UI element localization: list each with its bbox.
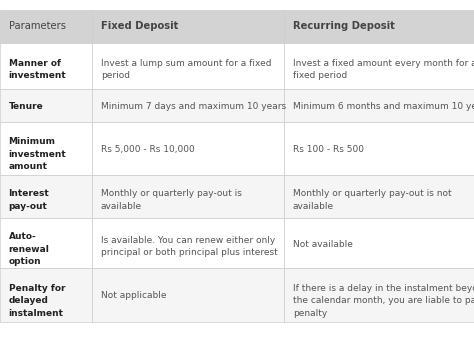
Bar — [92, 122, 284, 175]
Text: Interest
pay-out: Interest pay-out — [9, 189, 49, 211]
Bar — [0, 89, 92, 122]
Bar — [92, 89, 284, 122]
Bar — [92, 218, 284, 268]
Bar — [284, 89, 474, 122]
Bar — [92, 268, 284, 322]
Text: Rs 5,000 - Rs 10,000: Rs 5,000 - Rs 10,000 — [101, 145, 195, 154]
Text: Fixed Deposit: Fixed Deposit — [101, 21, 178, 31]
Bar — [92, 175, 284, 218]
Bar — [284, 122, 474, 175]
Text: Minimum
investment
amount: Minimum investment amount — [9, 137, 66, 171]
Text: Minimum 7 days and maximum 10 years: Minimum 7 days and maximum 10 years — [101, 102, 286, 111]
Bar — [0, 122, 92, 175]
Text: Is available. You can renew either only
principal or both principal plus interes: Is available. You can renew either only … — [101, 236, 278, 257]
Bar — [0, 268, 92, 322]
Text: Minimum 6 months and maximum 10 years: Minimum 6 months and maximum 10 years — [293, 102, 474, 111]
Text: Monthly or quarterly pay-out is not
available: Monthly or quarterly pay-out is not avai… — [293, 189, 452, 211]
Text: Recurring Deposit: Recurring Deposit — [293, 21, 395, 31]
Bar — [0, 43, 92, 89]
Bar — [284, 175, 474, 218]
Bar — [92, 10, 284, 43]
Text: Not available: Not available — [293, 239, 353, 249]
Text: Penalty for
delayed
instalment: Penalty for delayed instalment — [9, 283, 65, 318]
Text: Tenure: Tenure — [9, 102, 43, 111]
Text: If there is a delay in the instalment beyond
the calendar month, you are liable : If there is a delay in the instalment be… — [293, 283, 474, 318]
Text: Auto-
renewal
option: Auto- renewal option — [9, 232, 49, 266]
Bar — [92, 43, 284, 89]
Text: Rs 100 - Rs 500: Rs 100 - Rs 500 — [293, 145, 364, 154]
Text: Invest a lump sum amount for a fixed
period: Invest a lump sum amount for a fixed per… — [101, 58, 272, 80]
Bar — [284, 43, 474, 89]
Text: Invest a fixed amount every month for a
fixed period: Invest a fixed amount every month for a … — [293, 58, 474, 80]
Bar — [284, 218, 474, 268]
Text: Manner of
investment: Manner of investment — [9, 58, 66, 80]
Text: Monthly or quarterly pay-out is
available: Monthly or quarterly pay-out is availabl… — [101, 189, 242, 211]
Bar — [0, 218, 92, 268]
Bar — [0, 10, 92, 43]
Text: Parameters: Parameters — [9, 21, 65, 31]
Bar — [284, 268, 474, 322]
Bar — [284, 10, 474, 43]
Text: Not applicable: Not applicable — [101, 291, 166, 300]
Bar — [0, 175, 92, 218]
